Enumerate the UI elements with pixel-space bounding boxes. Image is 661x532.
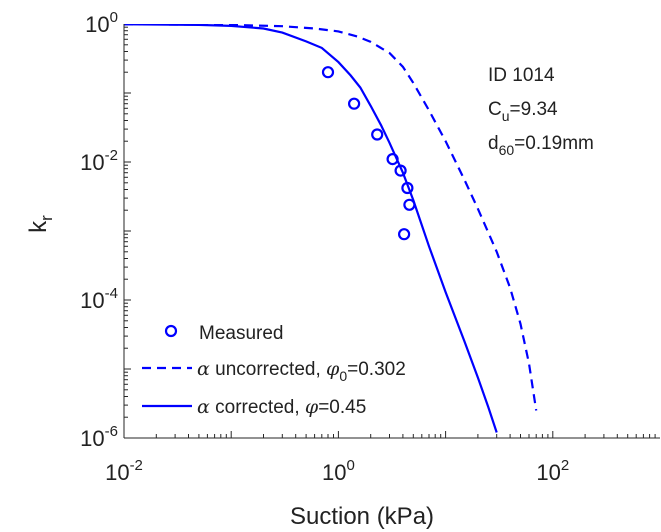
- x-tick-label: 102: [536, 457, 569, 485]
- measured-point: [348, 97, 361, 110]
- annotation-line: d60=0.19mm: [488, 133, 594, 158]
- y-axis-label: kr: [25, 215, 56, 233]
- y-tick-label: 10-6: [80, 423, 118, 451]
- y-tick-label: 10-4: [80, 285, 118, 313]
- measured-point: [398, 228, 411, 241]
- plot-area: [124, 24, 660, 438]
- y-tick-label: 100: [85, 9, 118, 37]
- x-axis-label: Suction (kPa): [290, 503, 434, 530]
- legend-corrected: α corrected, φ=0.45: [197, 396, 366, 418]
- legend-measured: Measured: [199, 323, 284, 344]
- legend-marker: [164, 324, 178, 338]
- ticks-layer: [123, 26, 656, 439]
- y-tick-label: 10-2: [80, 147, 118, 175]
- measured-point: [321, 66, 335, 79]
- series-layer: [124, 24, 538, 433]
- legend: Measured α uncorrected, φ0=0.302 α correct…: [142, 323, 406, 418]
- label-layer: 10-2 100 102 100 10-2 10-4 10-6 Suction (kPa) kr: [25, 9, 569, 530]
- uncorrected-curve: [124, 24, 538, 411]
- legend-uncorrected: α uncorrected, φ0=0.302: [197, 358, 406, 384]
- corrected-curve: [124, 24, 498, 433]
- x-tick-label: 100: [322, 457, 355, 485]
- measured-point: [371, 128, 384, 141]
- x-tick-label: 10-2: [105, 457, 143, 485]
- annotation-line: ID 1014: [488, 65, 555, 86]
- annotation: ID 1014 Cu=9.34 d60=0.19mm: [488, 65, 594, 158]
- annotation-line: Cu=9.34: [488, 99, 558, 124]
